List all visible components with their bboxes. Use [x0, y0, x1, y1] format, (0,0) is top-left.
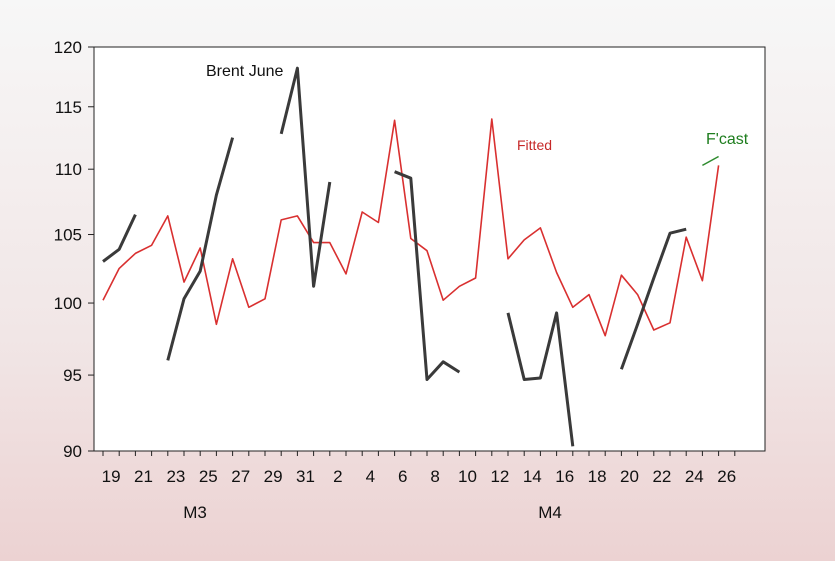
y-tick-label: 100 — [54, 294, 82, 313]
x-tick-label: 8 — [430, 467, 439, 486]
x-tick-label: 18 — [588, 467, 607, 486]
y-tick-label: 90 — [63, 442, 82, 461]
x-tick-label: 29 — [264, 467, 283, 486]
x-tick-label: 2 — [333, 467, 342, 486]
series-line-segment — [619, 227, 687, 370]
series-f-cast — [702, 155, 719, 167]
annotation-brent-june: Brent June — [206, 63, 283, 80]
y-tick-label: 110 — [55, 160, 82, 179]
y-tick-label: 115 — [55, 98, 82, 117]
x-tick-label: 10 — [458, 467, 477, 486]
series-line-segment — [506, 311, 575, 447]
x-tick-label: 27 — [231, 467, 250, 486]
annotation-fcast: F'cast — [706, 131, 749, 148]
series-layer — [102, 66, 720, 447]
y-tick-label: 105 — [54, 226, 82, 245]
series-line-segment — [279, 66, 332, 288]
series-line-segment — [394, 170, 461, 381]
y-tick-label: 95 — [63, 366, 82, 385]
y-tick-label: 120 — [54, 38, 82, 57]
x-tick-label: 24 — [685, 467, 704, 486]
series-brent-june — [102, 66, 687, 447]
series-fitted — [102, 118, 720, 337]
series-line-segment — [702, 155, 719, 167]
x-tick-label: 22 — [652, 467, 671, 486]
series-line-segment — [102, 213, 137, 263]
series-line-segment — [102, 118, 720, 337]
month-label: M4 — [538, 503, 562, 522]
y-axis: 90 95 100 105 110 115 120 — [54, 38, 94, 461]
month-label: M3 — [183, 503, 207, 522]
annotation-fitted: Fitted — [517, 137, 552, 153]
x-tick-label: 16 — [555, 467, 574, 486]
series-line-segment — [166, 137, 235, 361]
x-tick-label: 20 — [620, 467, 639, 486]
x-tick-label: 12 — [490, 467, 509, 486]
x-tick-label: 21 — [134, 467, 153, 486]
x-tick-label: 14 — [523, 467, 542, 486]
x-tick-label: 23 — [166, 467, 185, 486]
x-tick-label: 31 — [296, 467, 315, 486]
x-tick-label: 6 — [398, 467, 407, 486]
x-tick-label: 19 — [102, 467, 121, 486]
x-tick-label: 4 — [366, 467, 375, 486]
x-tick-label: 26 — [717, 467, 736, 486]
x-tick-label: 25 — [199, 467, 218, 486]
